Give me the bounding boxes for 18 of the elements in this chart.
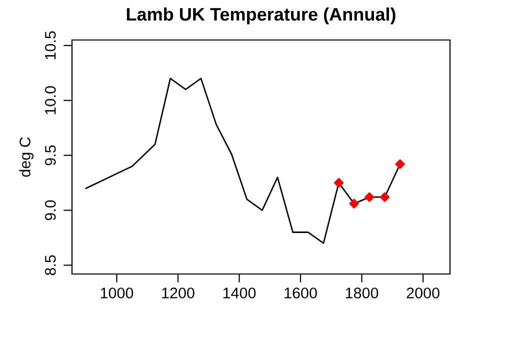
chart-title: Lamb UK Temperature (Annual) bbox=[126, 7, 396, 24]
point bbox=[364, 192, 374, 202]
point bbox=[349, 198, 359, 209]
x-tick-label: 1400 bbox=[223, 288, 256, 298]
y-tick-label: 9.0 bbox=[44, 200, 56, 220]
x-tick-label: 1800 bbox=[346, 288, 378, 298]
x-tick-label: 2000 bbox=[406, 288, 440, 298]
x-tick-label: 1600 bbox=[284, 288, 317, 298]
point bbox=[380, 192, 390, 202]
y-tick-label: 10.0 bbox=[44, 86, 56, 114]
point bbox=[395, 159, 405, 169]
y-tick-label: 9.5 bbox=[44, 145, 56, 166]
y-axis-title: deg C bbox=[19, 137, 34, 177]
y-tick-label: 10.5 bbox=[44, 31, 56, 60]
x-tick-label: 1000 bbox=[100, 288, 134, 298]
y-tick-label: 8.5 bbox=[44, 255, 56, 276]
point bbox=[334, 178, 344, 188]
x-tick-label: 1200 bbox=[162, 288, 194, 298]
